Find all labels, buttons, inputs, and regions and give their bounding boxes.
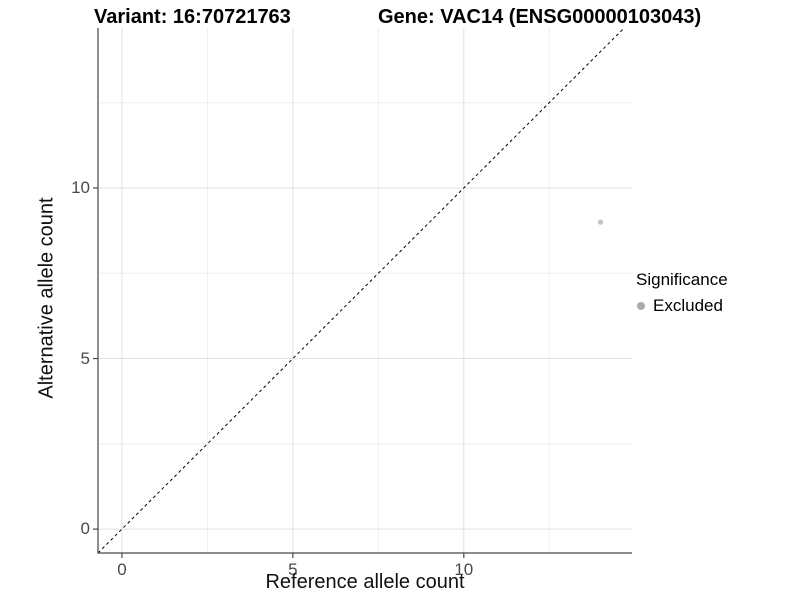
plot-panel-canvas	[93, 27, 632, 558]
legend-key-dot	[637, 301, 645, 310]
data-point	[597, 219, 604, 225]
identity-line	[97, 27, 625, 554]
y-tick-label: 5	[80, 348, 90, 368]
legend-items: Excluded	[636, 295, 728, 316]
x-axis-title: Reference allele count	[265, 571, 465, 593]
y-tick-label: 0	[80, 519, 90, 539]
plot-title-gene: Gene: VAC14 (ENSG00000103043)	[378, 6, 702, 28]
x-tick-label: 5	[288, 560, 298, 579]
plot-title-variant: Variant: 16:70721763	[94, 6, 291, 28]
plot-panel	[93, 27, 632, 558]
y-tick-label: 10	[71, 177, 90, 197]
legend-title: Significance	[636, 270, 728, 289]
x-tick-label: 10	[454, 560, 474, 579]
legend-item-label: Excluded	[653, 296, 723, 315]
x-tick-label: 0	[117, 560, 127, 579]
legend: Significance Excluded	[636, 269, 728, 316]
legend-item: Excluded	[636, 295, 728, 316]
